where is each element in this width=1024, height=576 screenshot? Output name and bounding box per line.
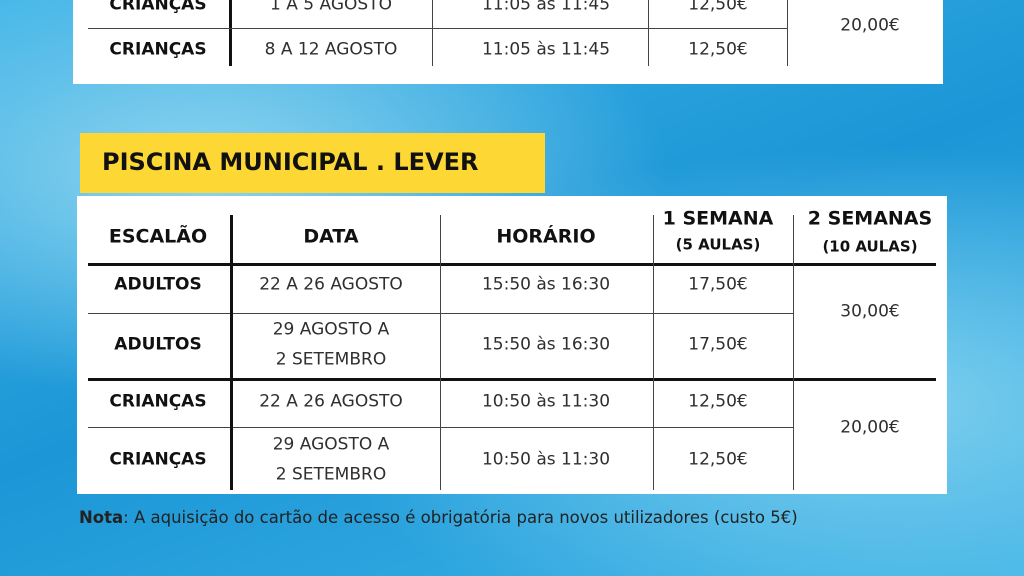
cell: CRIANÇAS: [109, 0, 207, 15]
main-panel: ESCALÃO DATA HORÁRIO 1 SEMANA (5 AULAS) …: [77, 196, 947, 494]
cell: CRIANÇAS: [109, 391, 207, 412]
cell: 12,50€: [688, 391, 748, 412]
cell: 10:50 às 11:30: [481, 449, 611, 470]
cell: 29 AGOSTO A: [272, 319, 390, 340]
note-label: Nota: [79, 508, 124, 527]
header: DATA: [303, 225, 359, 248]
note: Nota: A aquisição do cartão de acesso é …: [79, 508, 798, 527]
cell: 12,50€: [688, 449, 748, 470]
cell: 11:05 às 11:45: [481, 39, 611, 60]
cell: 30,00€: [840, 301, 900, 322]
cell: 2 SETEMBRO: [275, 464, 387, 485]
cell: ADULTOS: [114, 274, 202, 295]
cell: 22 A 26 AGOSTO: [259, 391, 403, 412]
header: (10 AULAS): [822, 237, 918, 256]
divider: [229, 0, 232, 66]
divider: [440, 215, 441, 490]
cell: 17,50€: [688, 274, 748, 295]
header: 1 SEMANA: [662, 207, 774, 230]
divider: [653, 215, 654, 490]
divider: [648, 0, 649, 66]
top-panel: CRIANÇAS 1 A 5 AGOSTO 11:05 às 11:45 12,…: [73, 0, 943, 84]
cell: 15:50 às 16:30: [481, 334, 611, 355]
divider: [230, 215, 233, 490]
divider: [787, 0, 788, 66]
cell: 10:50 às 11:30: [481, 391, 611, 412]
cell: 12,50€: [688, 0, 748, 15]
cell: 22 A 26 AGOSTO: [259, 274, 403, 295]
divider: [88, 28, 788, 29]
header: 2 SEMANAS: [807, 207, 933, 230]
banner-title: PISCINA MUNICIPAL . LEVER: [102, 148, 479, 176]
header: ESCALÃO: [108, 225, 208, 248]
header: HORÁRIO: [496, 225, 596, 248]
cell: 15:50 às 16:30: [481, 274, 611, 295]
cell: 12,50€: [688, 39, 748, 60]
banner: PISCINA MUNICIPAL . LEVER: [80, 133, 545, 193]
cell: CRIANÇAS: [109, 449, 207, 470]
cell: 29 AGOSTO A: [272, 434, 390, 455]
cell: 11:05 às 11:45: [481, 0, 611, 15]
cell: 20,00€: [840, 417, 900, 438]
cell: 20,00€: [840, 15, 900, 36]
cell: 17,50€: [688, 334, 748, 355]
cell: 8 A 12 AGOSTO: [264, 39, 398, 60]
cell: 1 A 5 AGOSTO: [270, 0, 392, 15]
divider: [793, 215, 794, 490]
cell: ADULTOS: [114, 334, 202, 355]
header: (5 AULAS): [675, 235, 761, 254]
divider: [88, 263, 936, 266]
note-text: : A aquisição do cartão de acesso é obri…: [123, 508, 798, 527]
cell: CRIANÇAS: [109, 39, 207, 60]
divider: [432, 0, 433, 66]
divider: [88, 378, 936, 381]
cell: 2 SETEMBRO: [275, 349, 387, 370]
